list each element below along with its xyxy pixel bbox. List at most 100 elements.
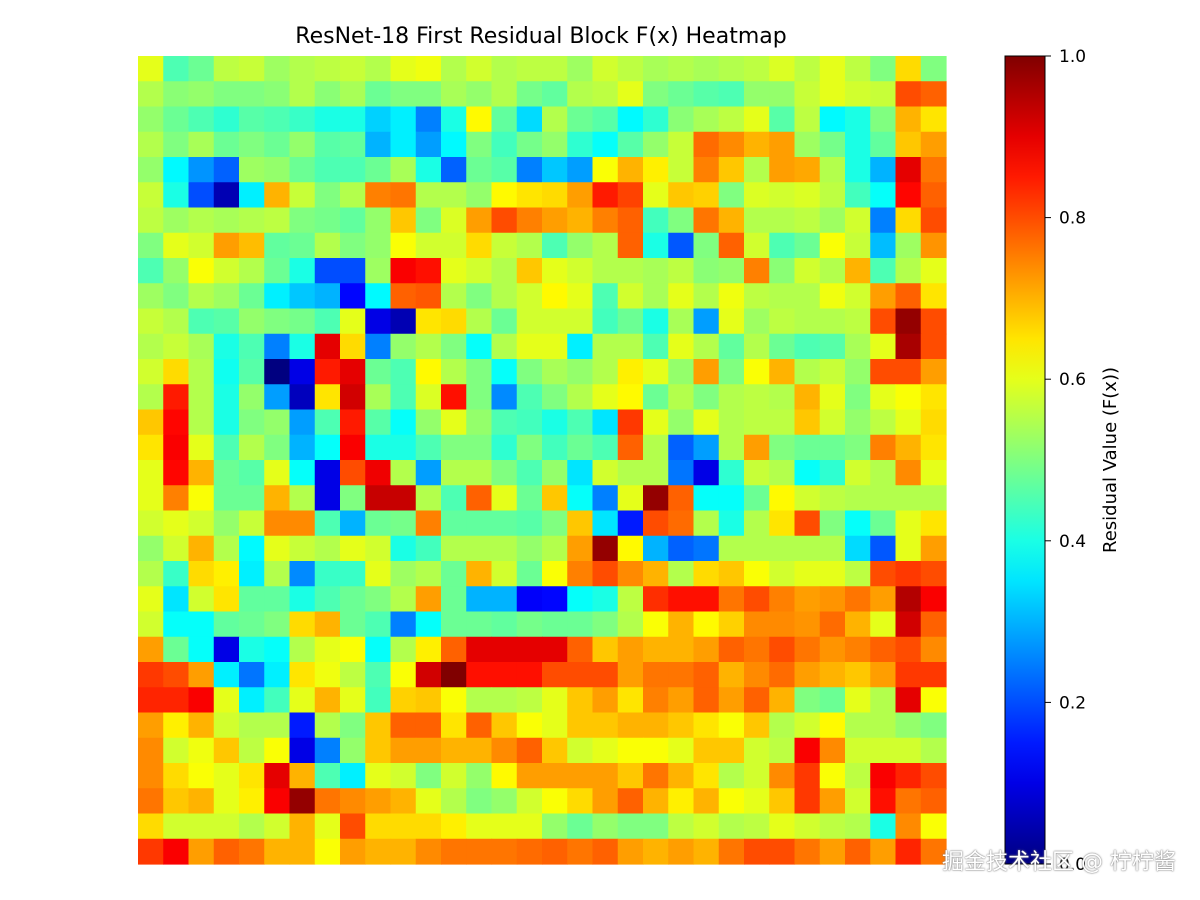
heatmap-cell (390, 535, 417, 562)
heatmap-cell (845, 384, 871, 411)
heatmap-cell (794, 157, 821, 183)
heatmap-cell (643, 586, 669, 613)
heatmap-cell (491, 384, 518, 411)
colorbar-tick-label: 0.4 (1059, 532, 1086, 552)
heatmap-cell (895, 182, 922, 209)
heatmap-cell (592, 232, 619, 259)
heatmap-cell (415, 788, 442, 815)
heatmap-cell (516, 182, 543, 209)
heatmap-cell (415, 283, 442, 310)
heatmap-cell (643, 384, 669, 411)
heatmap-cell (668, 636, 695, 663)
heatmap-cell (845, 687, 871, 714)
heatmap-cell (895, 409, 922, 436)
heatmap-cell (617, 131, 644, 158)
heatmap-cell (744, 687, 770, 714)
heatmap-cell (365, 535, 392, 562)
heatmap-cell (390, 232, 417, 259)
heatmap-cell (441, 333, 467, 360)
heatmap-cell (920, 788, 947, 815)
heatmap-cell (920, 838, 947, 865)
heatmap-cell (365, 81, 392, 108)
heatmap-cell (188, 258, 215, 284)
heatmap-cell (895, 56, 922, 82)
heatmap-cell (289, 687, 316, 714)
heatmap-cell (718, 460, 745, 486)
heatmap-cell (744, 182, 770, 209)
heatmap-cell (365, 662, 392, 688)
heatmap-cell (264, 56, 291, 82)
heatmap-cell (542, 662, 568, 688)
heatmap-cell (213, 409, 240, 436)
heatmap-cell (870, 586, 897, 613)
heatmap-cell (314, 333, 341, 360)
heatmap-cell (239, 131, 265, 158)
heatmap-cell (415, 409, 442, 436)
heatmap-cell (415, 157, 442, 183)
heatmap-cell (163, 207, 190, 234)
heatmap-cell (415, 763, 442, 789)
heatmap-cell (895, 561, 922, 587)
heatmap-cell (769, 813, 796, 840)
chart-title: ResNet-18 First Residual Block F(x) Heat… (295, 24, 786, 49)
heatmap-cell (365, 258, 392, 284)
heatmap-cell (920, 283, 947, 310)
heatmap-cell (390, 409, 417, 436)
heatmap-cell (340, 737, 366, 764)
heatmap-cell (668, 813, 695, 840)
heatmap-cell (516, 131, 543, 158)
heatmap-cell (718, 283, 745, 310)
heatmap-cell (592, 359, 619, 385)
heatmap-cell (138, 409, 164, 436)
heatmap-cell (390, 561, 417, 587)
heatmap-cell (188, 333, 215, 360)
heatmap-cell (895, 586, 922, 613)
heatmap-cell (441, 636, 467, 663)
heatmap-cell (213, 232, 240, 259)
heatmap-cell (693, 232, 720, 259)
heatmap-cell (819, 56, 846, 82)
heatmap-cell (314, 611, 341, 638)
heatmap-cell (365, 106, 392, 133)
heatmap-cell (188, 611, 215, 638)
heatmap-cell (542, 359, 568, 385)
heatmap-cell (289, 157, 316, 183)
heatmap-cell (845, 258, 871, 284)
heatmap-cell (592, 763, 619, 789)
heatmap-cell (390, 636, 417, 663)
heatmap-cell (491, 561, 518, 587)
heatmap-cell (491, 611, 518, 638)
heatmap-cell (516, 662, 543, 688)
heatmap-cell (441, 434, 467, 461)
heatmap-cell (516, 308, 543, 335)
heatmap-cell (668, 409, 695, 436)
heatmap-cell (542, 813, 568, 840)
heatmap-cell (340, 258, 366, 284)
heatmap-cell (163, 737, 190, 764)
heatmap-cell (415, 359, 442, 385)
heatmap-cell (718, 687, 745, 714)
heatmap-cell (491, 535, 518, 562)
heatmap-cell (163, 485, 190, 512)
heatmap-cell (264, 106, 291, 133)
heatmap-cell (870, 409, 897, 436)
heatmap-cell (542, 106, 568, 133)
heatmap-cell (895, 510, 922, 537)
heatmap-cell (718, 586, 745, 613)
heatmap-cell (592, 586, 619, 613)
heatmap-cell (390, 788, 417, 815)
heatmap-cell (188, 485, 215, 512)
heatmap-cell (340, 359, 366, 385)
heatmap-cell (415, 687, 442, 714)
heatmap-cell (314, 510, 341, 537)
heatmap-cell (491, 586, 518, 613)
heatmap-cell (138, 712, 164, 739)
heatmap-cell (643, 611, 669, 638)
heatmap-cell (718, 359, 745, 385)
heatmap-cell (239, 258, 265, 284)
heatmap-cell (668, 157, 695, 183)
heatmap-cell (138, 283, 164, 310)
heatmap-cell (365, 510, 392, 537)
heatmap-cell (415, 434, 442, 461)
heatmap-cell (213, 460, 240, 486)
